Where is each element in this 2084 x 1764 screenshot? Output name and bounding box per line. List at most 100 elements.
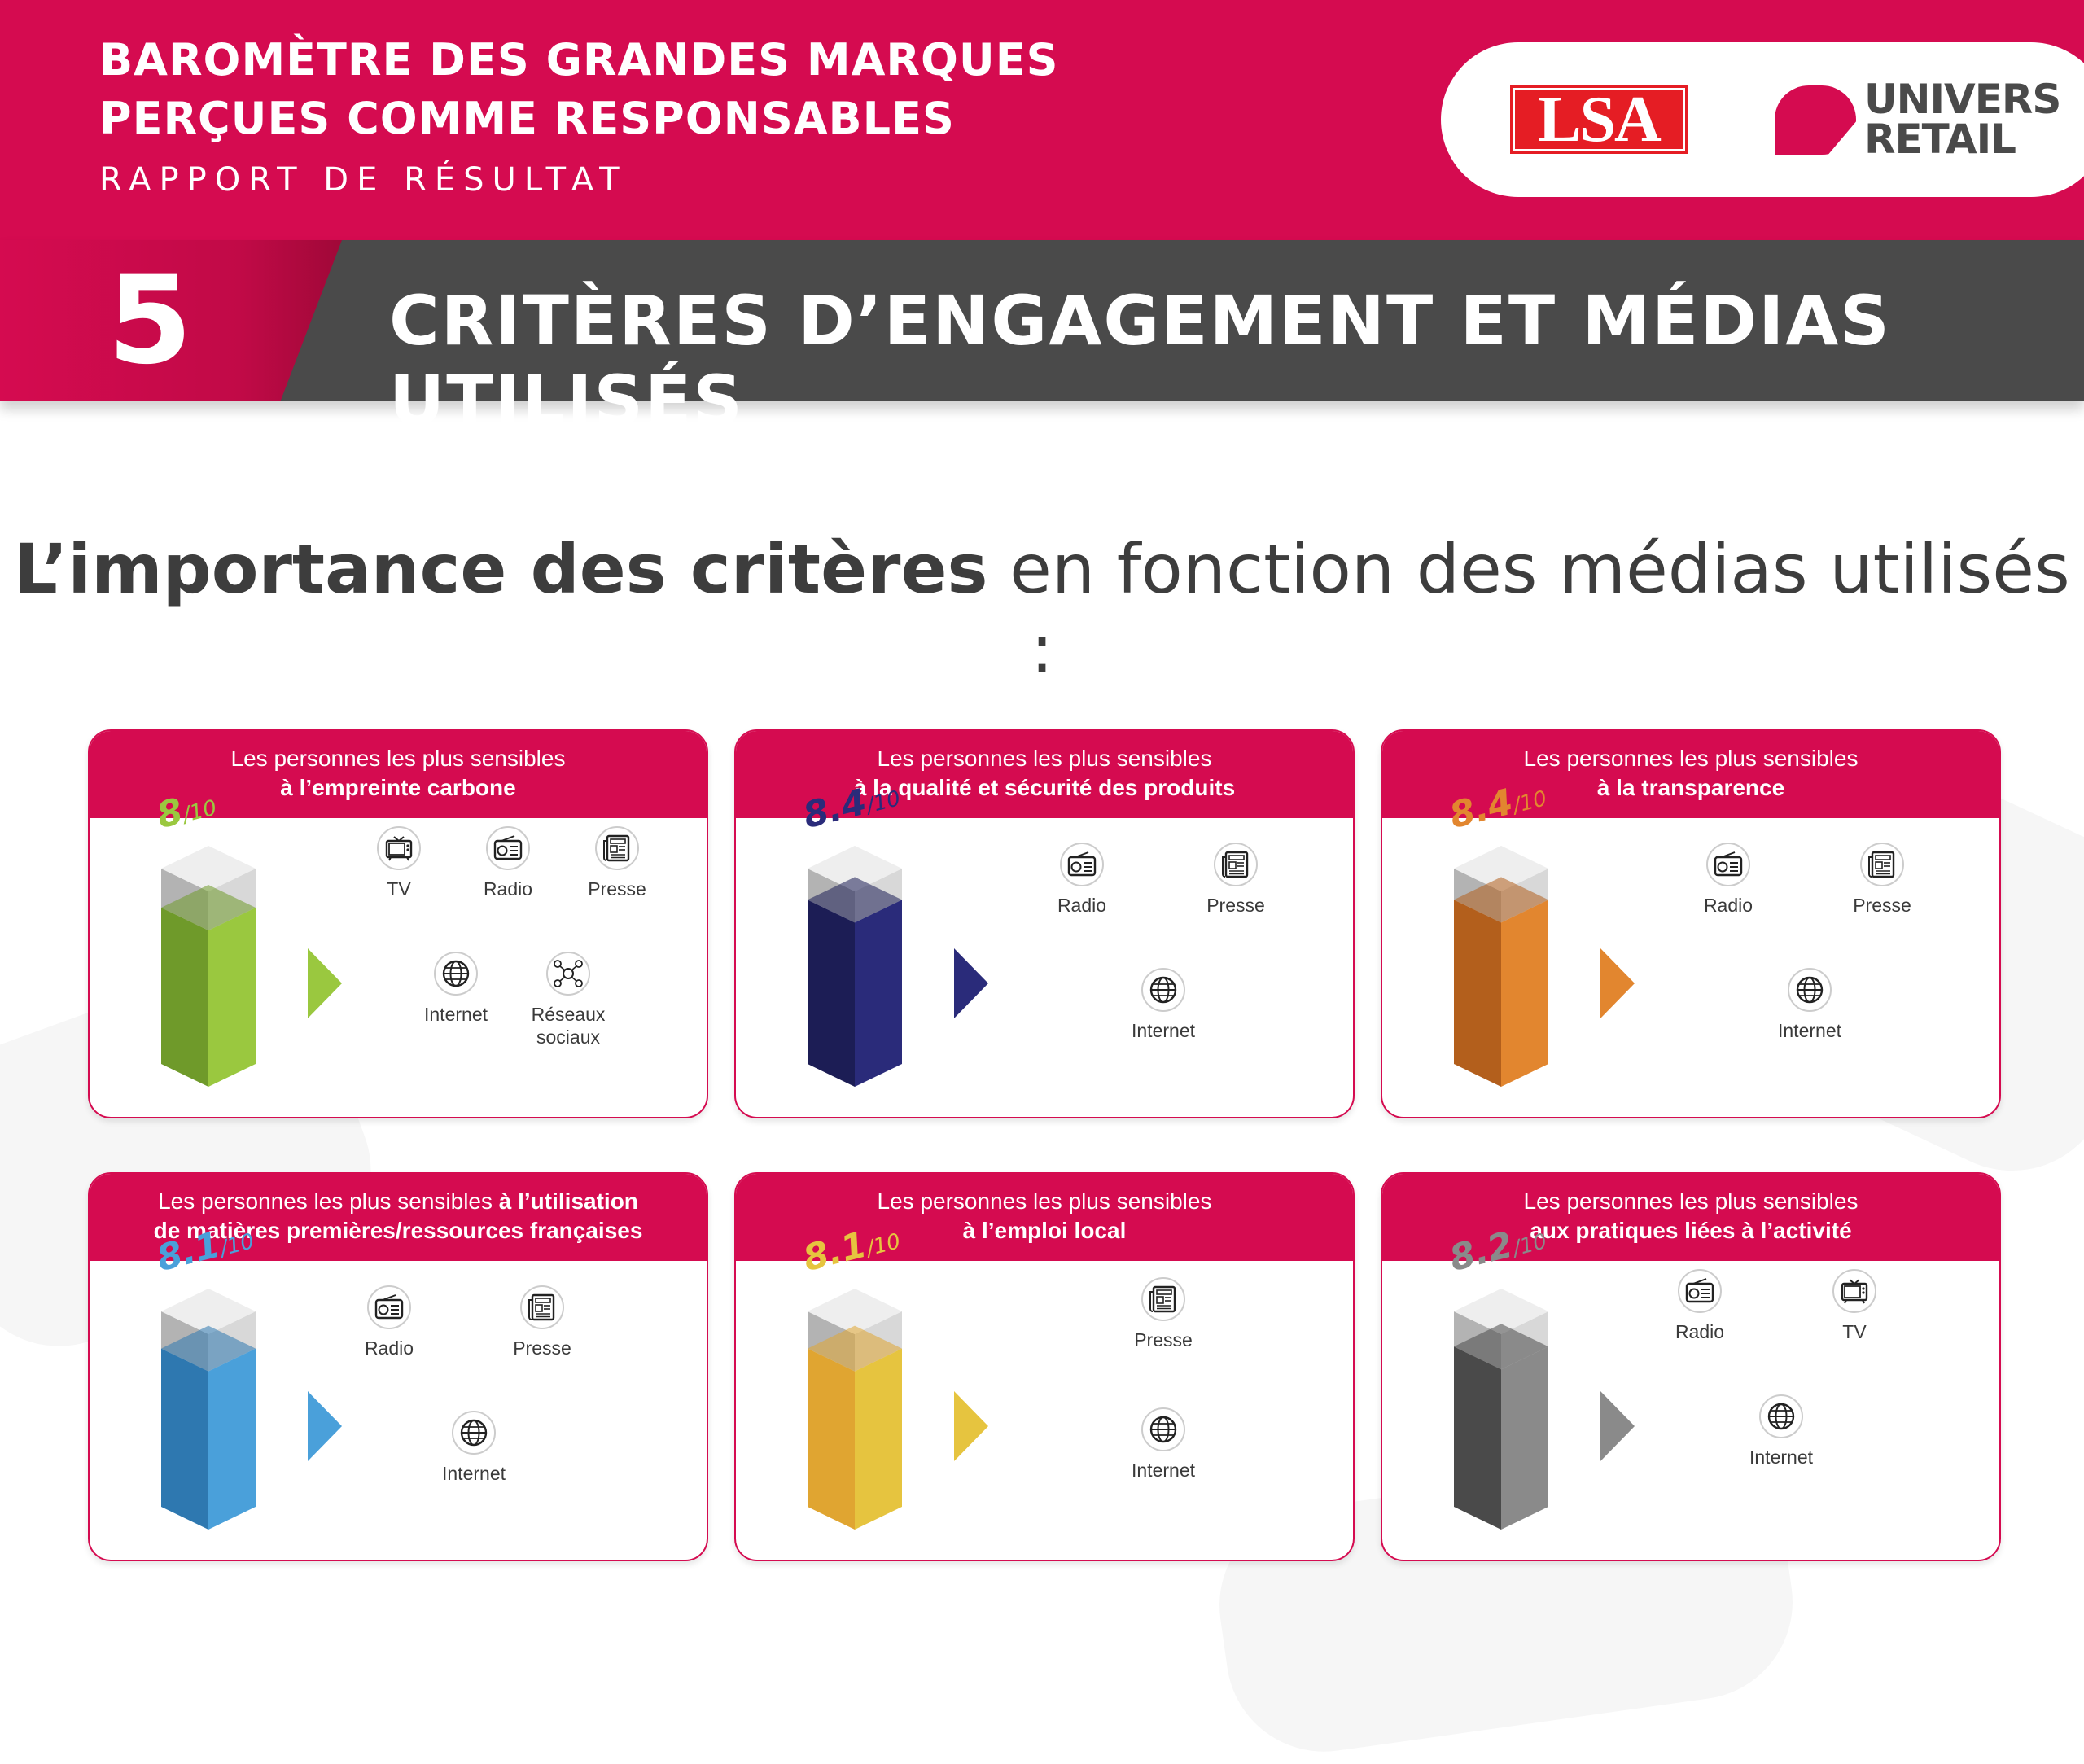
univers-retail-line1: UNIVERS — [1864, 76, 2061, 123]
radio-icon — [485, 825, 531, 871]
media-item: TV — [338, 825, 460, 900]
media-item: Radio — [1021, 842, 1143, 917]
media-label: Radio — [364, 1337, 414, 1359]
intro-heading: L’importance des critères en fonction de… — [0, 529, 2084, 689]
lsa-logo: LSA — [1510, 85, 1688, 154]
criteria-card: Les personnes les plus sensibles à l’empl… — [734, 1172, 1355, 1561]
arrow-icon — [954, 948, 988, 1018]
bar-fill-top-face — [1454, 877, 1548, 923]
newspaper-icon — [594, 825, 640, 871]
bar-fill-left-face — [161, 908, 208, 1087]
criteria-card: Les personnes les plus sensibles à l’uti… — [88, 1172, 708, 1561]
media-item: Radio — [447, 825, 569, 900]
score-suffix: /10 — [1510, 1229, 1550, 1262]
score-bar-chart — [808, 846, 988, 1087]
bar-fill-left-face — [808, 1348, 855, 1530]
score-bar-chart — [161, 1289, 342, 1530]
criteria-card: Les personnes les plus sensibles aux prat… — [1381, 1172, 2001, 1561]
media-label: Presse — [1206, 895, 1265, 916]
arrow-icon — [1600, 948, 1635, 1018]
media-label: Presse — [588, 878, 646, 900]
card-header: Les personnes les plus sensibles aux prat… — [1382, 1174, 1999, 1261]
globe-icon — [1787, 967, 1832, 1013]
score-bar-chart — [1454, 1289, 1635, 1530]
newspaper-icon — [519, 1285, 565, 1330]
media-item: Presse — [556, 825, 678, 900]
intro-heading-bold: L’importance des critères — [14, 529, 988, 609]
radio-icon — [366, 1285, 412, 1330]
report-subtitle: RAPPORT DE RÉSULTAT — [99, 161, 628, 199]
media-item: Réseaux sociaux — [507, 951, 629, 1048]
card-header-line1: Les personnes les plus sensibles à l’uti… — [90, 1187, 707, 1216]
card-header-criterion: à la qualité et sécurité des produits — [853, 775, 1236, 800]
card-header: Les personnes les plus sensibles à l’empr… — [90, 731, 707, 818]
score-suffix: /10 — [864, 1229, 904, 1262]
globe-icon — [1141, 967, 1186, 1013]
card-header-criterion: à l’emploi local — [962, 1218, 1127, 1243]
bar-top-face — [1454, 1289, 1548, 1334]
newspaper-icon — [1141, 1276, 1186, 1322]
criteria-card: Les personnes les plus sensibles à la qua… — [734, 729, 1355, 1118]
section-number: 5 — [107, 250, 193, 392]
media-label: Réseaux sociaux — [531, 1004, 606, 1048]
media-item: Internet — [1720, 1394, 1842, 1469]
bar-fill-right-face — [855, 1348, 902, 1530]
card-header-criterion: à l’empreinte carbone — [280, 775, 516, 800]
score-suffix: /10 — [864, 786, 904, 819]
report-title: BAROMÈTRE DES GRANDES MARQUES PERÇUES CO… — [99, 31, 1059, 148]
bar-top-face — [1454, 846, 1548, 891]
bar-fill-top-face — [808, 1325, 902, 1372]
newspaper-icon — [1213, 842, 1259, 887]
bar-fill-right-face — [855, 900, 902, 1087]
section-band: 5 CRITÈRES D’ENGAGEMENT ET MÉDIAS UTILIS… — [0, 240, 2084, 440]
report-title-line2: PERÇUES COMME RESPONSABLES — [99, 93, 955, 144]
media-item: Internet — [1102, 1407, 1224, 1482]
media-label: Internet — [1749, 1447, 1813, 1468]
card-header: Les personnes les plus sensibles à la tra… — [1382, 731, 1999, 818]
univers-retail-line2: RETAIL — [1864, 116, 2016, 163]
media-label: Internet — [442, 1463, 506, 1484]
score-suffix: /10 — [1510, 786, 1550, 819]
bar-top-face — [808, 846, 902, 891]
bar-top-face — [808, 1289, 902, 1334]
media-label: TV — [1842, 1321, 1867, 1342]
univers-retail-logo-text: UNIVERS RETAIL — [1864, 79, 2061, 163]
card-header: Les personnes les plus sensibles à l’empl… — [736, 1174, 1353, 1261]
card-header-criterion-part: à l’utilisation — [498, 1188, 638, 1214]
media-item: Internet — [395, 951, 517, 1026]
media-label: Radio — [1675, 1321, 1725, 1342]
criteria-card: Les personnes les plus sensibles à l’empr… — [88, 729, 708, 1118]
media-item: Presse — [1102, 1276, 1224, 1351]
media-label: Internet — [1132, 1020, 1195, 1041]
bar-fill-left-face — [808, 900, 855, 1087]
bar-top-face — [161, 1289, 256, 1334]
card-header: Les personnes les plus sensibles à l’uti… — [90, 1174, 707, 1261]
globe-icon — [1141, 1407, 1186, 1452]
card-header-intro: Les personnes les plus sensibles — [158, 1188, 499, 1214]
bar-fill-left-face — [161, 1348, 208, 1530]
radio-icon — [1705, 842, 1751, 887]
media-item: Presse — [481, 1285, 603, 1359]
globe-icon — [433, 951, 479, 996]
arrow-icon — [308, 948, 342, 1018]
media-item: TV — [1793, 1268, 1915, 1343]
media-label: Presse — [1134, 1329, 1193, 1350]
media-label: Radio — [483, 878, 533, 900]
report-header: BAROMÈTRE DES GRANDES MARQUES PERÇUES CO… — [0, 0, 2084, 240]
tv-icon — [376, 825, 422, 871]
card-header-intro: Les personnes les plus sensibles — [877, 746, 1212, 771]
criteria-card: Les personnes les plus sensibles à la tra… — [1381, 729, 2001, 1118]
globe-icon — [1758, 1394, 1804, 1439]
newspaper-icon — [1859, 842, 1905, 887]
card-header-criterion: à la transparence — [1596, 775, 1785, 800]
score-bar-chart — [808, 1289, 988, 1530]
media-label: Internet — [424, 1004, 488, 1025]
media-item: Internet — [413, 1410, 535, 1485]
media-label: Presse — [1853, 895, 1911, 916]
section-title: CRITÈRES D’ENGAGEMENT ET MÉDIAS UTILISÉS — [389, 281, 1891, 440]
bar-fill-left-face — [1454, 1346, 1501, 1530]
media-label: Presse — [513, 1337, 571, 1359]
media-item: Radio — [1667, 842, 1789, 917]
card-header-intro: Les personnes les plus sensibles — [877, 1188, 1212, 1214]
media-item: Presse — [1821, 842, 1943, 917]
